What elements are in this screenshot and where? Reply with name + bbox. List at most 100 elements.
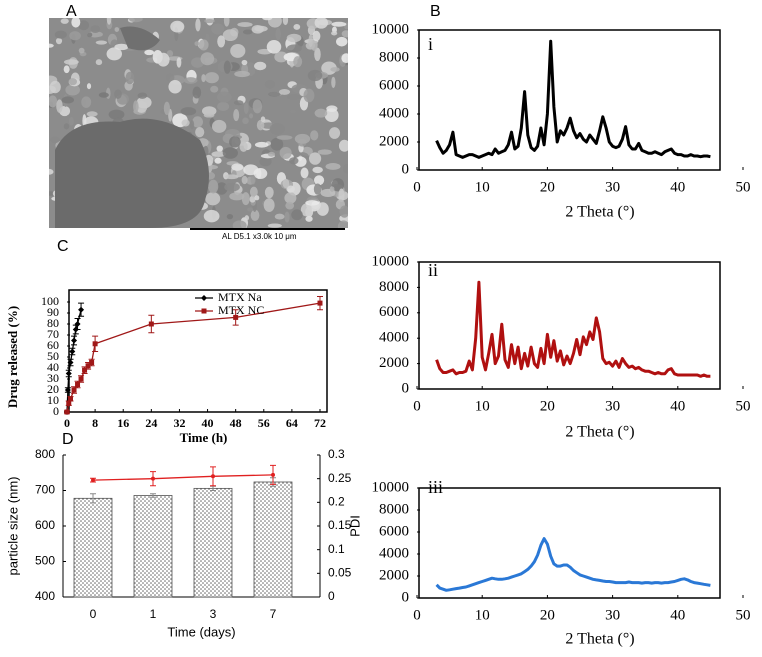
data-point [74,321,81,327]
grain [266,40,282,54]
data-point [78,306,85,313]
grain [249,186,258,198]
x-tick-label: 10 [475,179,490,195]
grain [314,175,325,186]
grain [285,201,295,210]
x-tick-label: 30 [605,607,620,623]
grain [293,56,303,68]
grain [198,39,209,51]
grain [133,100,139,113]
grain [314,18,329,29]
grain [144,49,155,56]
grain [337,220,348,228]
grain [310,130,319,141]
grain [55,37,63,45]
grain [195,127,205,138]
data-point [65,370,72,377]
x-tick-label: 50 [736,607,751,623]
data-line [435,537,711,592]
y-tick-label: 600 [35,518,55,532]
y2-tick-label: 0.05 [328,566,352,580]
grain [125,71,135,85]
grain [224,174,239,180]
data-point [82,367,88,373]
grain [229,192,245,201]
data-point [92,341,98,347]
grain [231,163,244,171]
grain [341,30,348,38]
grain [65,84,80,96]
sem-texture [49,18,348,228]
dark-region [120,26,160,51]
panel-label: C [57,238,69,255]
grain [63,65,70,74]
grain [233,100,244,106]
dark-region [55,118,209,228]
grain [183,77,198,84]
grain [259,156,272,167]
grain [270,137,284,151]
y-tick-label: 800 [35,447,55,461]
grain [305,200,320,206]
x-axis-label: 2 Theta (°) [565,204,634,221]
grain [128,18,143,23]
y-tick-label: 0 [402,380,410,396]
grain [195,18,201,32]
x-tick-label: 8 [92,416,98,430]
error-bar [90,477,96,483]
grain [237,22,253,28]
grain [189,119,195,130]
grain [215,182,228,195]
y-tick-label: 10 [47,393,59,407]
grain [293,23,301,30]
legend-label: MTX Na [218,290,262,304]
error-bar [90,493,96,504]
bar [193,487,233,598]
data-point [233,314,239,320]
grain [289,157,299,165]
grain [252,99,263,114]
grain [60,18,69,24]
grain [286,33,302,43]
x-tick-label: 40 [670,607,685,623]
grain [253,61,267,71]
data-point [68,396,74,402]
grain [63,59,79,65]
grain [338,188,345,203]
grain [241,175,248,185]
grain [284,211,290,223]
data-point [71,387,77,393]
grain [205,18,214,26]
y-tick-label: 2000 [379,355,409,371]
grain [254,141,269,148]
grain [87,32,93,38]
data-point [71,337,78,344]
grain [233,108,240,122]
grain [192,86,202,99]
grain [216,91,232,103]
grain [226,213,234,220]
grain [250,209,260,221]
grain [260,116,266,123]
grain [114,89,122,99]
x-tick-label: 10 [475,607,490,623]
grain [176,57,182,68]
grain [217,101,230,111]
grain [106,47,123,61]
grain [98,92,109,98]
y-tick-label: 100 [41,294,59,308]
grain [317,149,332,155]
grain [264,80,276,89]
data-line [435,39,711,159]
x-tick-label: 20 [540,179,555,195]
grain [308,34,313,48]
grain [239,141,248,152]
grain [303,88,315,103]
grain [256,119,265,131]
data-point [64,409,70,415]
panel-label: B [430,3,441,20]
grain [324,108,339,123]
y-tick-label: 20 [47,382,59,396]
x-tick-label: 10 [475,398,490,414]
grain [291,209,303,221]
